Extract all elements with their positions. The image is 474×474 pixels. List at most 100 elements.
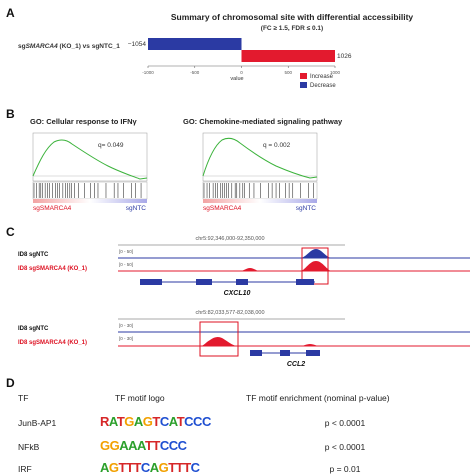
gene-name: CCL2 [287,361,305,368]
motif-letter: G [159,460,169,474]
panel-b-label: B [6,107,15,121]
motif-letter: C [160,414,170,429]
motif-logo: GGAAATTCCC [100,438,188,453]
p-value: p = 0.01 [330,464,361,474]
motif-letter: A [169,414,179,429]
motif-letter: C [184,414,194,429]
hit-barcode [32,181,148,200]
exon [250,350,262,356]
gene-name: CXCL10 [224,290,251,297]
hit-barcode [202,181,318,200]
panel-a-subtitle: (FC ≥ 1.5, FDR ≤ 0.1) [261,25,323,32]
highlight-box [301,247,329,285]
gsea-right-label: sgNTC [296,205,317,212]
header-tf: TF [18,393,28,403]
track-range: [0 - 30] [119,336,133,341]
motif-letter: T [177,414,185,429]
p-value: p < 0.0001 [325,418,366,428]
motif-letter: T [176,460,184,474]
exon [296,279,314,285]
gsea-right-label: sgNTC [126,205,147,212]
panel-d-label: D [6,376,15,390]
legend-swatch-decrease [300,82,307,88]
legend-label-increase: Increase [310,74,334,80]
motif-letter: T [145,438,153,453]
motif-letter: A [128,438,138,453]
motif-letter: C [193,414,203,429]
motif-letter: A [134,414,144,429]
motif-letter: A [119,438,129,453]
gsea-plot-chemokine: GO: Chemokine-mediated signaling pathway… [183,117,343,212]
ko-peak [300,261,332,271]
gsea-left-label: sgSMARCA4 [33,205,72,212]
motif-letter: C [160,438,170,453]
locus-ccl2: chr5:82,033,577-82,038,000 ID8 sgNTC [0 … [18,310,470,368]
x-axis-label: value [230,76,243,82]
motif-letter: G [100,438,110,453]
motif-letter: C [169,438,179,453]
gsea-curve-frame [202,132,318,182]
motif-letter: G [110,438,120,453]
motif-row: JunB-AP1 RATGAGTCATCCC p < 0.0001 [18,414,365,429]
bar-decrease [148,38,242,50]
gsea-left-label: sgSMARCA4 [203,205,242,212]
track-label-ko: ID8 sgSMARCA4 (KO_1) [18,266,87,272]
motif-letter: T [152,414,160,429]
q-value: q = 0.002 [263,142,291,149]
panel-a-title: Summary of chromosomal site with differe… [171,12,414,22]
motif-letter: G [124,414,134,429]
motif-letter: T [183,460,191,474]
ko-peak [200,336,236,346]
ko-small-peak [240,268,260,271]
motif-letter: C [202,414,212,429]
panel-c-label: C [6,225,15,239]
bar-chart: -1000 -500 0 500 1000 −1054 1026 [128,38,352,75]
x-tick-label: -500 [190,70,200,75]
enrichment-curve [202,137,318,179]
tf-name: NFkB [18,442,40,452]
motif-letter: T [117,414,125,429]
bar-label-decrease: −1054 [128,41,147,48]
locus-coords: chr5:92,346,000-92,350,000 [195,236,264,242]
rank-gradient-bar [33,199,147,203]
motif-logo: RATGAGTCATCCC [100,414,212,429]
motif-letter: C [141,460,151,474]
tf-name: IRF [18,464,32,474]
gsea-title-chemokine: GO: Chemokine-mediated signaling pathway [183,117,343,126]
bar-increase [241,50,335,62]
exon [196,279,212,285]
ko-small-peak [300,344,320,346]
legend-swatch-increase [300,73,307,79]
x-tick-label: 1000 [330,70,341,75]
gsea-plot-ifng: GO: Cellular response to IFNγ q= 0.049 s… [30,117,148,212]
motif-letter: T [168,460,176,474]
motif-letter: A [137,438,147,453]
header-logo: TF motif logo [115,393,165,403]
rank-gradient-bar [203,199,317,203]
legend-label-decrease: Decrease [310,83,336,89]
motif-letter: A [109,414,119,429]
motif-letter: G [109,460,119,474]
motif-letter: T [119,460,127,474]
p-value: p < 0.0001 [325,442,366,452]
motif-letter: G [143,414,153,429]
motif-letter: T [126,460,134,474]
x-tick-label: -1000 [142,70,154,75]
track-label-ko: ID8 sgSMARCA4 (KO_1) [18,340,87,346]
panel-a-label: A [6,6,15,20]
motif-letter: T [152,438,160,453]
panel-a-comparison-label: sgSMARCA4 (KO_1) vs sgNTC_1 [18,43,120,50]
q-value: q= 0.049 [98,142,124,149]
motif-letter: A [150,460,160,474]
hit-barcode-lines [33,183,142,198]
exon [306,350,320,356]
tf-name: JunB-AP1 [18,418,57,428]
x-tick-label: 0 [240,70,243,75]
track-range: [0 - 50] [119,262,133,267]
header-enrichment: TF motif enrichment (nominal p-value) [246,393,390,403]
hit-barcode-lines [203,183,314,198]
motif-letter: C [191,460,201,474]
gsea-title-ifng: GO: Cellular response to IFNγ [30,117,138,126]
motif-letter: A [100,460,110,474]
